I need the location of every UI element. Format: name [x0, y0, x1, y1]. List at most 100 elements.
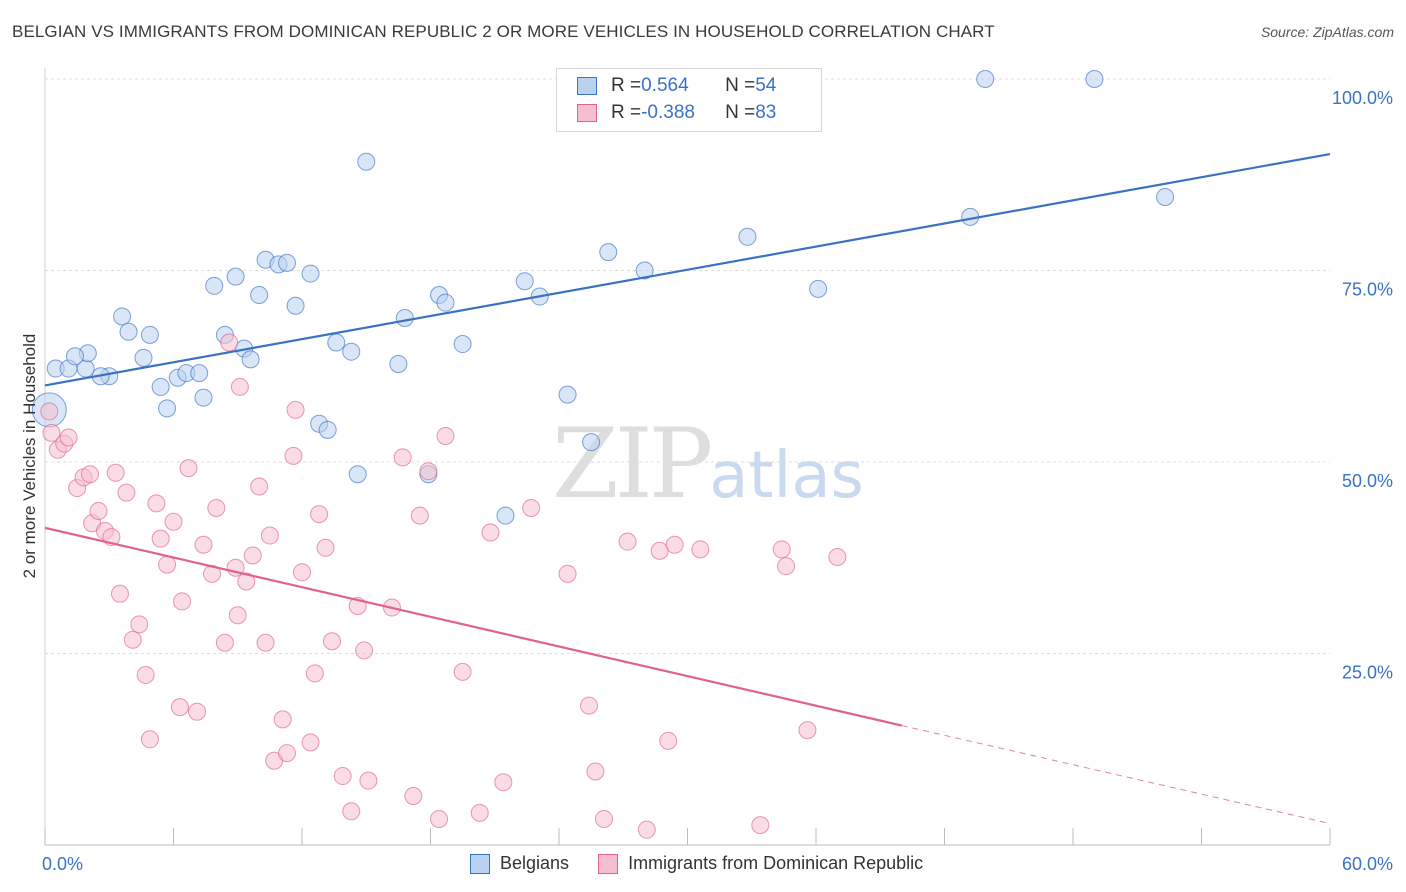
- legend-item-dominican[interactable]: Immigrants from Dominican Republic: [598, 853, 923, 874]
- dominican-point: [470, 803, 489, 822]
- dominican-point: [404, 786, 423, 805]
- belgians-point: [357, 152, 376, 171]
- dominican-point: [158, 555, 177, 574]
- belgians-point: [348, 465, 367, 484]
- dominican-point: [316, 538, 335, 557]
- belgians-trend-line: [44, 152, 1331, 387]
- belgians-point: [226, 267, 245, 286]
- dominican-point: [430, 809, 449, 828]
- belgians-point: [194, 388, 213, 407]
- watermark-atlas: atlas: [709, 439, 864, 513]
- dominican-point: [173, 592, 192, 611]
- belgians-point: [286, 296, 305, 315]
- legend-n-label: N =: [725, 102, 756, 123]
- dominican-point: [772, 540, 791, 559]
- belgians-point: [318, 420, 337, 439]
- dominican-point: [215, 633, 234, 652]
- dominican-point: [117, 483, 136, 502]
- dominican-point: [89, 502, 108, 521]
- dominican-point: [650, 541, 669, 560]
- dominican-point: [136, 665, 155, 684]
- belgians-point: [113, 307, 132, 326]
- legend-item-belgians[interactable]: Belgians: [470, 853, 569, 874]
- dominican-point: [286, 400, 305, 419]
- belgians-point: [558, 385, 577, 404]
- dominican-point: [151, 529, 170, 548]
- dominican-point: [410, 506, 429, 525]
- legend-label-dominican: Immigrants from Dominican Republic: [628, 852, 924, 873]
- dominican-trend-line: [44, 526, 902, 727]
- dominican-point: [419, 462, 438, 481]
- dominican-point: [278, 744, 297, 763]
- dominican-point: [194, 535, 213, 554]
- dominican-point: [301, 733, 320, 752]
- dominican-point: [220, 333, 239, 352]
- source-credit: Source: ZipAtlas.com: [1260, 24, 1394, 40]
- dominican-point: [59, 428, 78, 447]
- belgians-point: [119, 322, 138, 341]
- dominican-point: [342, 802, 361, 821]
- dominican-point: [558, 564, 577, 583]
- dominican-point: [237, 572, 256, 591]
- dominican-point: [481, 523, 500, 542]
- legend-swatch-blue: [470, 853, 490, 874]
- dominican-point: [659, 731, 678, 750]
- dominican-point: [453, 662, 472, 681]
- dominican-point: [106, 463, 125, 482]
- dominican-point: [284, 446, 303, 465]
- belgians-point: [389, 354, 408, 373]
- dominican-point: [359, 771, 378, 790]
- dominican-point: [751, 816, 770, 835]
- dominican-point: [80, 465, 99, 484]
- belgians-point: [515, 272, 534, 291]
- dominican-point: [579, 696, 598, 715]
- legend-n-value: 54: [755, 75, 777, 96]
- dominican-point: [293, 563, 311, 582]
- dominican-point: [798, 721, 817, 740]
- legend-swatch-pink: [577, 103, 597, 122]
- belgians-point: [327, 333, 346, 352]
- y-tick-label: 50.0%: [1342, 471, 1393, 491]
- belgians-point: [190, 364, 209, 383]
- dominican-point: [123, 630, 142, 649]
- belgians-point: [1085, 70, 1104, 88]
- dominican-point: [333, 767, 352, 786]
- dominican-point: [273, 710, 292, 729]
- belgians-point: [635, 261, 654, 280]
- y-tick-label: 25.0%: [1342, 663, 1393, 683]
- dominican-point: [355, 641, 374, 660]
- belgians-point: [301, 264, 320, 283]
- dominican-point: [310, 505, 329, 524]
- belgians-point: [342, 342, 361, 361]
- dominican-point: [140, 730, 159, 749]
- dominican-point: [179, 459, 198, 478]
- dominican-point: [618, 532, 637, 551]
- dominican-point: [594, 809, 613, 828]
- belgians-point: [809, 279, 828, 298]
- belgians-point: [496, 506, 515, 525]
- dominican-point: [207, 498, 226, 517]
- legend-r-label: R =: [611, 102, 642, 123]
- belgians-point: [65, 347, 84, 366]
- dominican-point: [393, 448, 412, 467]
- legend-swatch-blue: [577, 76, 597, 95]
- legend-row-belgians: R = 0.564 N = 54: [577, 75, 776, 99]
- watermark: ZIPatlas: [552, 408, 864, 520]
- dominican-point: [228, 606, 247, 625]
- dominican-point: [586, 762, 605, 781]
- belgians-point: [436, 293, 455, 312]
- dominican-point: [637, 820, 656, 839]
- dominican-point: [691, 540, 710, 559]
- chart-title: BELGIAN VS IMMIGRANTS FROM DOMINICAN REP…: [12, 22, 995, 41]
- dominican-point: [42, 423, 61, 442]
- y-tick-label: 100.0%: [1332, 88, 1393, 108]
- dominican-point: [828, 547, 847, 566]
- dominican-point: [256, 633, 275, 652]
- belgians-point: [134, 348, 153, 367]
- belgians-point: [738, 227, 757, 246]
- legend-r-label: R =: [611, 75, 642, 96]
- x-tick-label: 60.0%: [1342, 854, 1393, 874]
- dominican-point: [777, 557, 796, 576]
- belgians-point: [278, 253, 297, 272]
